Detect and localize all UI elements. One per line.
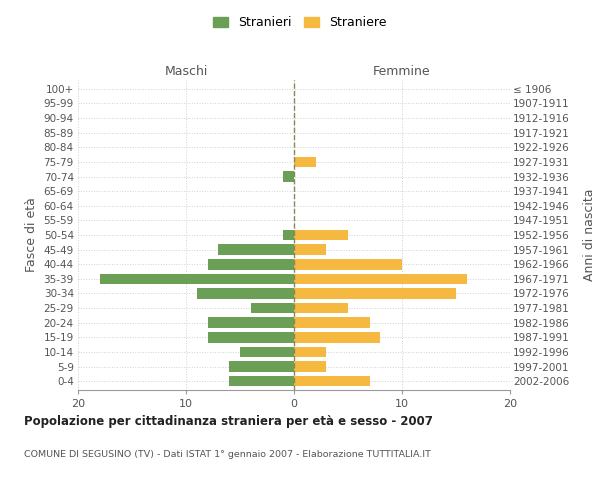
Bar (197, 288, 294, 299)
Bar (294, 230, 348, 240)
Text: Maschi: Maschi (164, 65, 208, 78)
Bar (208, 259, 294, 270)
Bar (208, 332, 294, 342)
Bar (100, 274, 294, 284)
Bar (294, 259, 402, 270)
Legend: Stranieri, Straniere: Stranieri, Straniere (208, 11, 392, 34)
Text: COMUNE DI SEGUSINO (TV) - Dati ISTAT 1° gennaio 2007 - Elaborazione TUTTITALIA.I: COMUNE DI SEGUSINO (TV) - Dati ISTAT 1° … (24, 450, 431, 459)
Bar (294, 362, 326, 372)
Bar (294, 376, 370, 386)
Y-axis label: Anni di nascita: Anni di nascita (583, 188, 596, 281)
Bar (294, 288, 456, 299)
Bar (294, 274, 467, 284)
Bar (294, 156, 316, 167)
Bar (240, 346, 294, 357)
Text: Femmine: Femmine (373, 65, 431, 78)
Bar (208, 318, 294, 328)
Bar (294, 303, 348, 314)
Bar (294, 244, 326, 255)
Bar (229, 376, 294, 386)
Y-axis label: Fasce di età: Fasce di età (25, 198, 38, 272)
Bar (294, 332, 380, 342)
Bar (251, 303, 294, 314)
Bar (283, 171, 294, 182)
Bar (294, 346, 326, 357)
Bar (218, 244, 294, 255)
Text: Popolazione per cittadinanza straniera per età e sesso - 2007: Popolazione per cittadinanza straniera p… (24, 415, 433, 428)
Bar (294, 318, 370, 328)
Bar (283, 230, 294, 240)
Bar (229, 362, 294, 372)
